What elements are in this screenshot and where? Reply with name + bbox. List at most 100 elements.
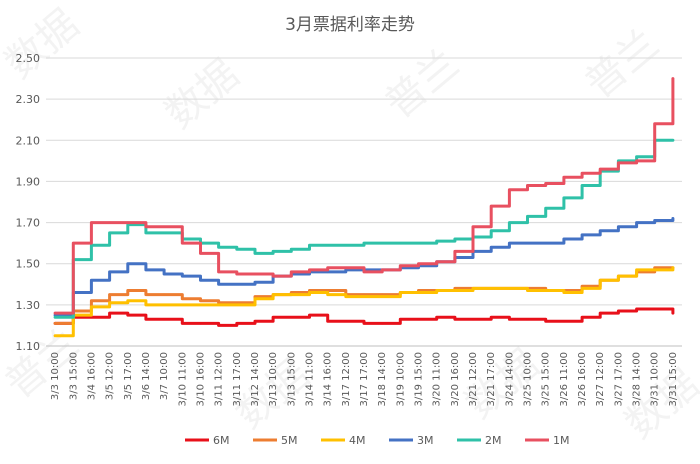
data-point-4m <box>617 274 620 278</box>
data-point-4m <box>508 287 511 290</box>
data-point-2m <box>671 139 675 142</box>
data-point-1m <box>53 311 57 315</box>
legend-label-2m: 2M <box>485 434 502 447</box>
data-point-6m <box>344 320 348 323</box>
data-point-2m <box>53 316 57 319</box>
data-point-2m <box>308 244 311 247</box>
data-point-6m <box>326 320 329 323</box>
data-point-4m <box>635 268 638 272</box>
x-tick-label: 3/5 12:00 <box>105 352 116 400</box>
data-point-2m <box>435 239 438 243</box>
data-point-1m <box>72 241 75 245</box>
data-point-4m <box>417 291 420 294</box>
data-point-4m <box>653 268 656 272</box>
data-point-6m <box>181 322 184 325</box>
series <box>53 77 675 338</box>
data-point-2m <box>562 196 566 200</box>
data-point-3m <box>235 283 238 286</box>
x-tick-label: 3/20 16:00 <box>450 352 461 406</box>
y-tick-label: 1.30 <box>16 299 41 312</box>
data-point-1m <box>162 225 166 228</box>
y-tick-label: 1.50 <box>16 258 41 271</box>
y-tick-label: 1.70 <box>16 217 41 230</box>
series-line-1m <box>53 77 675 315</box>
data-point-2m <box>453 237 457 241</box>
data-point-1m <box>453 250 457 253</box>
data-point-1m <box>108 221 111 224</box>
chart-title: 3月票据利率走势 <box>285 15 415 35</box>
data-point-1m <box>271 274 275 278</box>
data-point-1m <box>199 252 202 255</box>
data-point-1m <box>508 188 511 191</box>
data-point-1m <box>144 225 148 228</box>
data-point-4m <box>399 291 402 294</box>
x-tick-label: 3/13 10:00 <box>268 352 279 406</box>
data-point-1m <box>181 241 184 245</box>
data-point-6m <box>490 316 493 319</box>
legend-label-4m: 4M <box>349 434 366 447</box>
data-point-3m <box>599 229 602 232</box>
data-point-6m <box>290 316 293 319</box>
data-point-4m <box>671 266 675 270</box>
data-point-3m <box>526 241 529 245</box>
data-point-3m <box>671 217 675 220</box>
x-tick-label: 3/5 17:00 <box>123 352 134 400</box>
data-point-2m <box>108 231 111 235</box>
x-tick-label: 3/27 17:00 <box>613 352 624 406</box>
data-point-2m <box>580 184 584 187</box>
data-point-6m <box>108 311 111 315</box>
data-point-1m <box>544 182 547 185</box>
data-point-2m <box>417 241 420 245</box>
data-point-6m <box>217 324 220 327</box>
x-tick-label: 3/4 16:00 <box>86 352 97 400</box>
y-tick-label: 1.10 <box>16 340 41 353</box>
data-point-1m <box>599 167 602 171</box>
data-point-4m <box>344 295 348 298</box>
x-tick-label: 3/12 14:00 <box>250 352 261 406</box>
data-point-3m <box>217 283 220 286</box>
data-point-1m <box>344 266 348 270</box>
data-point-4m <box>490 287 493 290</box>
data-point-5m <box>90 299 93 302</box>
x-tick-label: 3/13 15:00 <box>286 352 297 406</box>
data-point-1m <box>290 270 293 274</box>
data-point-6m <box>635 307 638 311</box>
data-point-4m <box>53 334 57 337</box>
data-point-4m <box>380 295 384 298</box>
data-point-1m <box>90 221 93 224</box>
data-point-4m <box>308 291 311 294</box>
x-tick-label: 3/3 10:00 <box>50 352 61 400</box>
data-point-3m <box>126 262 129 265</box>
data-point-3m <box>90 278 93 282</box>
data-point-3m <box>580 233 584 237</box>
data-point-4m <box>271 293 275 296</box>
data-point-1m <box>617 161 620 165</box>
data-point-4m <box>144 303 148 307</box>
data-point-3m <box>617 225 620 228</box>
data-point-1m <box>380 268 384 272</box>
data-point-4m <box>181 303 184 307</box>
data-point-1m <box>362 270 366 274</box>
data-point-1m <box>671 77 675 80</box>
data-point-6m <box>526 318 529 321</box>
data-point-4m <box>580 287 584 290</box>
data-point-4m <box>326 293 329 296</box>
data-point-6m <box>380 322 384 325</box>
data-point-6m <box>599 311 602 315</box>
data-point-1m <box>562 176 566 179</box>
x-tick-label: 3/21 12:00 <box>468 352 479 406</box>
data-point-4m <box>599 278 602 282</box>
series-line-4m <box>53 266 675 338</box>
x-tick-label: 3/25 15:00 <box>541 352 552 406</box>
data-point-6m <box>471 318 475 321</box>
y-tick-label: 2.30 <box>16 93 41 106</box>
data-point-3m <box>199 278 202 282</box>
x-tick-label: 3/6 14:00 <box>141 352 152 400</box>
data-point-1m <box>253 272 257 276</box>
data-point-6m <box>308 313 311 317</box>
data-point-5m <box>144 293 148 296</box>
data-point-3m <box>181 274 184 278</box>
y-axis: 1.10 1.30 1.50 1.70 1.90 2.10 2.30 2.50 <box>16 52 41 353</box>
data-point-2m <box>326 244 329 247</box>
x-tick-label: 3/31 10:00 <box>650 352 661 406</box>
